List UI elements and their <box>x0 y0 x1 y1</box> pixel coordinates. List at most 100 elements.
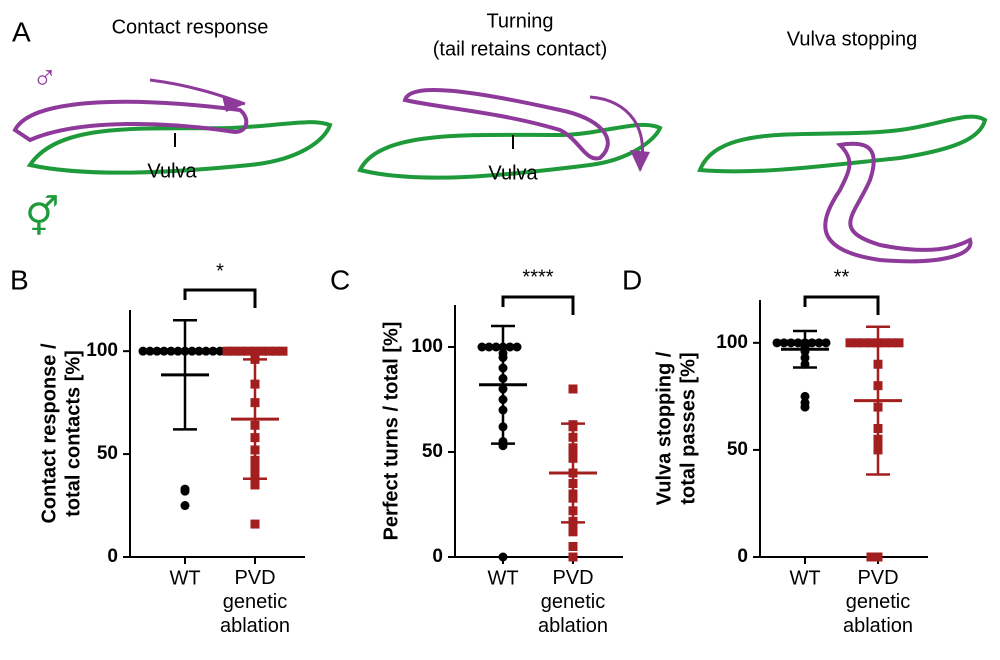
data-point <box>859 338 869 348</box>
data-point <box>866 552 876 562</box>
data-point <box>568 384 578 394</box>
data-point <box>505 342 515 352</box>
y-tick-label: 0 <box>107 546 118 567</box>
x-tick-label: PVD genetic ablation <box>843 567 913 637</box>
x-tick-label-line: genetic <box>541 591 606 613</box>
data-point <box>894 338 904 348</box>
significance-label: ** <box>834 266 850 288</box>
x-tick-label-line: genetic <box>846 591 911 613</box>
data-point <box>215 346 225 356</box>
vulva-label: Vulva <box>147 160 197 182</box>
vulva-label: Vulva <box>488 162 538 184</box>
x-tick-label: WT <box>789 567 820 589</box>
panel-label: C <box>330 264 350 295</box>
hermaphrodite-symbol: ⚥ <box>25 195 59 239</box>
significance-bracket <box>183 288 257 308</box>
y-tick-label: 100 <box>716 332 748 353</box>
y-tick-label: 50 <box>97 443 118 464</box>
data-point <box>180 501 190 511</box>
data-point <box>814 338 824 348</box>
data-point <box>187 346 197 356</box>
data-point <box>243 346 253 356</box>
data-point <box>800 391 810 401</box>
data-point <box>159 346 169 356</box>
data-point <box>779 338 789 348</box>
y-tick-label: 50 <box>727 439 748 460</box>
data-point <box>852 338 862 348</box>
data-point <box>568 521 578 530</box>
data-point <box>800 402 810 412</box>
significance-bracket <box>803 295 880 315</box>
data-point <box>887 338 897 348</box>
x-tick-label-line: PVD <box>234 567 275 589</box>
data-point <box>264 346 274 356</box>
data-point <box>250 519 260 529</box>
panel-label: A <box>12 16 31 47</box>
y-tick-label: 100 <box>86 340 118 361</box>
data-point <box>278 346 288 356</box>
data-point <box>166 346 176 356</box>
x-tick-label-line: genetic <box>223 591 288 613</box>
x-tick-label-line: ablation <box>843 615 913 637</box>
data-point <box>138 346 148 356</box>
y-tick-label: 50 <box>422 441 443 462</box>
data-point <box>208 346 218 356</box>
panel-label: D <box>622 264 642 295</box>
diagram-title: Turning <box>486 10 553 32</box>
data-point <box>866 338 876 348</box>
y-tick-label: 0 <box>432 546 443 567</box>
y-axis-label: total contacts [%] <box>62 350 84 517</box>
data-point <box>173 346 183 356</box>
x-tick-label: PVD genetic ablation <box>538 567 608 637</box>
data-point <box>180 486 190 496</box>
data-point <box>512 342 522 352</box>
data-point <box>845 338 855 348</box>
x-tick-label-line: PVD <box>552 567 593 589</box>
y-tick-label: 0 <box>737 546 748 567</box>
data-point <box>250 346 260 356</box>
y-tick-label: 100 <box>411 336 443 357</box>
x-tick-label: WT <box>487 567 518 589</box>
diagram-title: Vulva stopping <box>787 28 917 50</box>
data-point <box>194 346 204 356</box>
y-axis-label: Perfect turns / total [%] <box>380 322 402 541</box>
worm-diagram <box>12 78 988 264</box>
y-axis-label: Vulva stopping / <box>653 351 675 505</box>
significance-bracket <box>501 295 575 315</box>
data-point <box>568 552 578 562</box>
x-tick-label-line: ablation <box>538 615 608 637</box>
data-point <box>807 338 817 348</box>
male-symbol: ♂ <box>32 59 58 97</box>
data-point <box>821 338 831 348</box>
significance-label: * <box>216 260 224 282</box>
data-point <box>271 346 281 356</box>
data-point <box>250 480 260 490</box>
data-point <box>222 346 232 356</box>
x-tick-label-line: PVD <box>857 567 898 589</box>
x-tick-label-line: ablation <box>220 615 290 637</box>
data-point <box>145 346 155 356</box>
data-point <box>229 346 239 356</box>
data-point <box>880 338 890 348</box>
data-point <box>786 338 796 348</box>
x-tick-label: PVD genetic ablation <box>220 567 290 637</box>
panel-label: B <box>10 264 29 295</box>
data-point <box>568 527 578 537</box>
significance-label: **** <box>522 266 553 288</box>
y-axis-label: total passes [%] <box>677 352 699 504</box>
data-point <box>873 552 883 562</box>
data-point <box>257 346 267 356</box>
data-point <box>772 338 782 348</box>
y-axis-label: Contact response / <box>38 343 60 523</box>
data-point <box>484 342 494 352</box>
diagram-title: (tail retains contact) <box>433 38 608 60</box>
data-point <box>201 346 211 356</box>
data-point <box>498 552 508 562</box>
data-point <box>568 542 578 551</box>
x-tick-label: WT <box>169 567 200 589</box>
data-point <box>236 346 246 356</box>
data-point <box>152 346 162 356</box>
data-point <box>491 342 501 352</box>
diagram-title: Contact response <box>112 16 269 38</box>
